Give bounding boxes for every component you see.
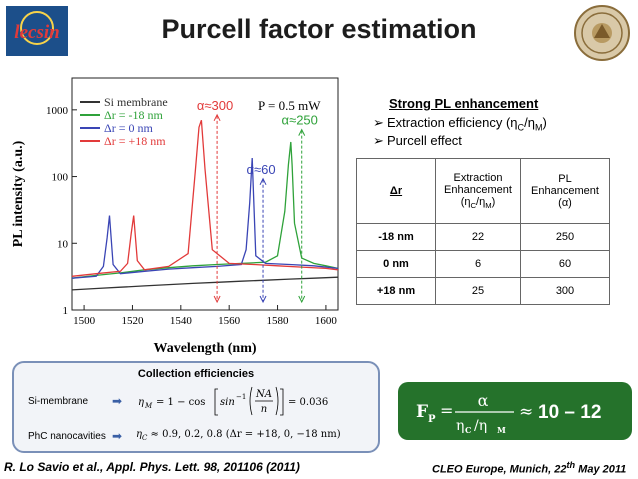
svg-text:= 0.036: = 0.036 (288, 397, 328, 408)
header-dr: Δr (356, 158, 436, 224)
x-tick-label: 1580 (267, 315, 290, 327)
legend-label: Δr = +18 nm (104, 134, 166, 148)
cell-pl: 250 (520, 223, 610, 251)
bullet-arrow-icon: ➢ (373, 133, 384, 148)
annotation-label: α≈250 (282, 113, 318, 128)
svg-text:NA: NA (255, 389, 272, 400)
x-tick-label: 1540 (170, 315, 193, 327)
cell-extraction: 25 (435, 277, 521, 305)
annotation-arrowhead (213, 295, 221, 304)
series-line-2 (71, 157, 339, 279)
svg-text:η: η (456, 418, 464, 434)
enhancement-table: Δr Extraction Enhancement (ηC/ηM) PL Enh… (356, 158, 610, 305)
cell-dr: 0 nm (356, 250, 436, 278)
series-line-3 (71, 119, 339, 277)
svg-text:P: P (428, 414, 436, 425)
legend-label: Si membrane (104, 95, 168, 109)
svg-text:C: C (465, 425, 471, 435)
cell-dr: -18 nm (356, 223, 436, 251)
purcell-result: 10 – 12 (538, 402, 601, 423)
table-row: -18 nm 22 250 (356, 223, 610, 251)
annotation-label: α≈300 (197, 98, 233, 113)
svg-text:/η: /η (474, 418, 487, 434)
svg-text:≈: ≈ (519, 402, 533, 422)
si-membrane-label: Si-membrane (28, 396, 89, 407)
annotation-layer: α≈300 α≈250 α≈60 (197, 98, 318, 304)
power-label: P = 0.5 mW (258, 98, 321, 113)
chart-svg: 1500 1520 1540 1560 1580 1600 1 10 100 1000 α≈300… (11, 77, 339, 356)
header-extraction: Extraction Enhancement (ηC/ηM) (435, 158, 521, 224)
purcell-formula: F P = α η C /η M ≈ 10 – 12 (416, 391, 601, 435)
university-seal-icon (572, 4, 632, 62)
arrow-right-icon: ➡ (112, 394, 123, 408)
svg-text:n: n (261, 404, 267, 415)
annotation-arrowhead (298, 295, 306, 304)
page-title: Purcell factor estimation (161, 14, 477, 44)
cell-pl: 300 (520, 277, 610, 305)
arrow-right-icon: ➡ (112, 429, 123, 443)
annotation-arrowhead (259, 177, 267, 186)
lecsin-logo: lecsin (6, 6, 68, 56)
ticks-layer: 1500 1520 1540 1560 1580 1600 1 10 100 1000 (46, 105, 337, 327)
enhancement-heading: Strong PL enhancement (389, 96, 539, 111)
header-pl: PL Enhancement (α) (520, 158, 610, 224)
series-layer (71, 119, 339, 291)
phc-nanocavities-label: PhC nanocavities (28, 431, 106, 442)
y-tick-label: 1000 (46, 105, 69, 117)
bullet-arrow-icon: ➢ (373, 115, 384, 130)
svg-text:−1: −1 (236, 393, 246, 401)
collection-efficiencies-box: Collection efficiencies Si-membrane ➡ η … (12, 361, 380, 453)
svg-text:sin: sin (220, 397, 235, 408)
reference-citation: R. Lo Savio et al., Appl. Phys. Lett. 98… (4, 460, 300, 474)
purcell-formula-box: F P = α η C /η M ≈ 10 – 12 (398, 382, 632, 440)
y-tick-label: 1 (63, 305, 69, 317)
legend-label: Δr = 0 nm (104, 121, 153, 135)
svg-text:F: F (416, 402, 428, 422)
bullet-purcell: ➢ Purcell effect (373, 133, 462, 148)
x-tick-label: 1560 (218, 315, 241, 327)
x-axis-label: Wavelength (nm) (153, 341, 256, 356)
cell-extraction: 22 (435, 223, 521, 251)
annotation-arrowhead (259, 295, 267, 304)
x-tick-label: 1520 (121, 315, 144, 327)
table-header-row: Δr Extraction Enhancement (ηC/ηM) PL Enh… (356, 158, 610, 224)
y-tick-label: 100 (52, 172, 69, 184)
annotation-label: α≈60 (246, 162, 275, 177)
x-tick-label: 1500 (73, 315, 96, 327)
y-axis-label: PL intensity (a.u.) (11, 140, 26, 247)
table-row: 0 nm 6 60 (356, 250, 610, 278)
cell-pl: 60 (520, 250, 610, 278)
pl-spectrum-chart: 1500 1520 1540 1560 1580 1600 1 10 100 1000 α≈300… (6, 70, 346, 370)
annotation-arrowhead (298, 128, 306, 136)
svg-text:= 1 − cos: = 1 − cos (156, 397, 205, 408)
series-line-0 (71, 276, 339, 291)
table-row: +18 nm 25 300 (356, 277, 610, 305)
cell-dr: +18 nm (356, 277, 436, 305)
legend-label: Δr = -18 nm (104, 108, 163, 122)
bullet-extraction: ➢ Extraction efficiency (ηC/ηM) (373, 115, 547, 133)
collection-title: Collection efficiencies (137, 368, 255, 380)
y-tick-label: 10 (57, 238, 69, 250)
svg-text:M: M (144, 402, 153, 410)
si-formula: η M = 1 − cos sin −1 NA n = 0.036 (138, 386, 328, 416)
logo-text: lecsin (14, 22, 59, 43)
x-tick-label: 1600 (315, 315, 338, 327)
phc-formula: ηC ≈ 0.9, 0.2, 0.8 (Δr = +18, 0, −18 nm) (136, 429, 341, 442)
svg-text:α: α (478, 391, 489, 410)
svg-text:M: M (497, 425, 506, 435)
conference-info: CLEO Europe, Munich, 22th May 2011 (432, 460, 627, 476)
cell-extraction: 6 (435, 250, 521, 278)
annotation-arrowhead (213, 113, 221, 122)
svg-text:η: η (138, 397, 144, 408)
svg-text:=: = (440, 401, 453, 420)
